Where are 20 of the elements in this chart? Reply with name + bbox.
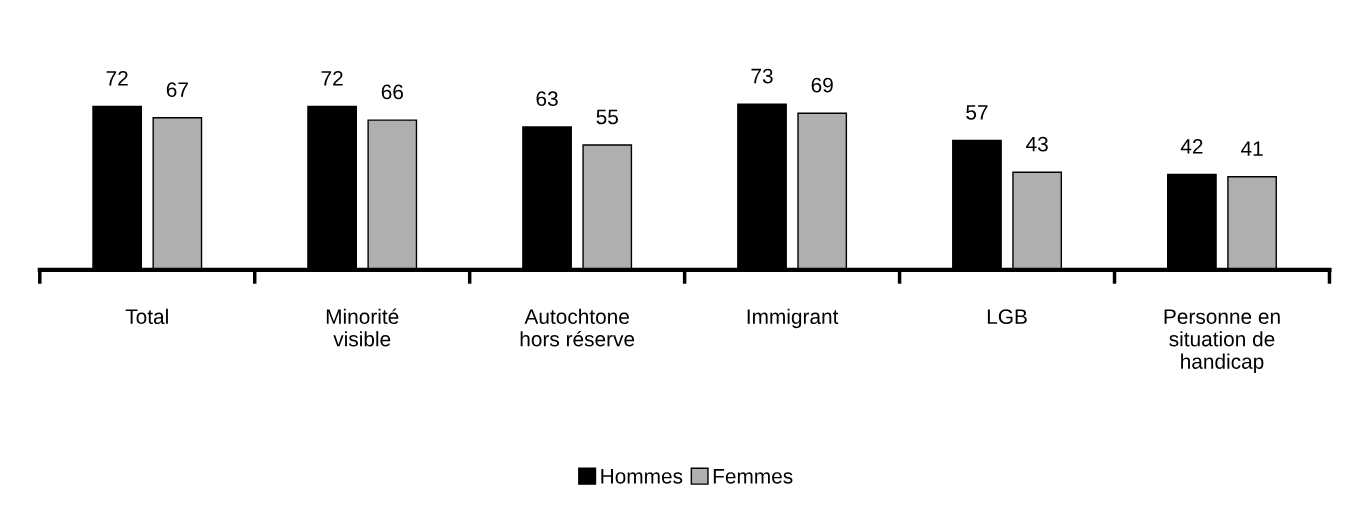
data-label: 41 [1240,141,1263,156]
data-label: 72 [106,70,128,86]
data-label: 43 [1026,136,1048,152]
x-tick-label: Total [125,308,168,325]
data-label: 73 [751,68,773,84]
data-label: 57 [966,105,988,120]
x-tick-label: Autochtone hors réserve [520,308,635,347]
data-label: 55 [596,109,618,125]
legend-label: Hommes [601,469,683,484]
x-tick-label: Personne en situation de handicap [1164,309,1280,374]
data-label: 63 [536,91,558,107]
data-label: 72 [321,70,343,86]
data-label: 66 [381,84,403,100]
x-tick-label: Immigrant [747,308,839,329]
legend-label: Femmes [713,469,793,484]
data-label: 69 [811,77,833,93]
data-label: 42 [1180,138,1203,154]
x-tick-label: Minorité visible [326,308,399,347]
x-tick-label: LGB [987,309,1027,325]
data-label: 67 [166,82,188,98]
